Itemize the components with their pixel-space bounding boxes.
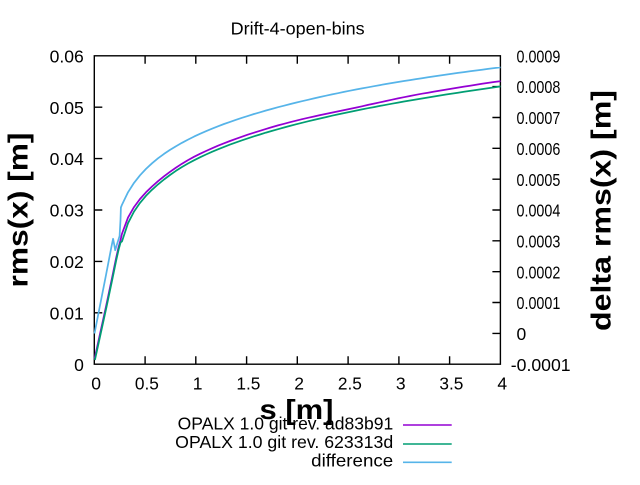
svg-text:3.5: 3.5 xyxy=(439,374,463,394)
svg-text:0.0001: 0.0001 xyxy=(517,293,561,313)
svg-text:-0.0001: -0.0001 xyxy=(511,355,571,375)
svg-text:OPALX 1.0 git rev. ad83b91: OPALX 1.0 git rev. ad83b91 xyxy=(178,414,394,434)
svg-text:0.0003: 0.0003 xyxy=(517,231,561,251)
svg-text:0.0005: 0.0005 xyxy=(517,170,561,190)
svg-text:0.5: 0.5 xyxy=(135,374,159,394)
svg-text:2: 2 xyxy=(294,374,304,394)
svg-text:1.5: 1.5 xyxy=(236,374,260,394)
svg-text:0: 0 xyxy=(517,324,527,344)
svg-text:0.0009: 0.0009 xyxy=(517,46,561,66)
svg-text:Drift-4-open-bins: Drift-4-open-bins xyxy=(231,19,365,39)
svg-text:difference: difference xyxy=(311,451,393,471)
svg-text:0.0008: 0.0008 xyxy=(517,77,561,97)
svg-text:0: 0 xyxy=(91,374,101,394)
svg-text:0.05: 0.05 xyxy=(50,98,84,118)
svg-text:1: 1 xyxy=(193,374,203,394)
svg-text:0.0004: 0.0004 xyxy=(517,201,561,221)
svg-text:0.03: 0.03 xyxy=(50,201,84,221)
svg-text:0.02: 0.02 xyxy=(50,252,84,272)
svg-text:0.04: 0.04 xyxy=(50,149,84,169)
svg-text:rms(x) [m]: rms(x) [m] xyxy=(2,133,33,288)
svg-text:0.01: 0.01 xyxy=(50,303,84,323)
svg-text:3: 3 xyxy=(396,374,406,394)
svg-text:4: 4 xyxy=(497,374,507,394)
svg-text:OPALX 1.0 git rev. 623313d: OPALX 1.0 git rev. 623313d xyxy=(175,432,393,452)
svg-text:delta rms(x) [m]: delta rms(x) [m] xyxy=(585,90,616,331)
svg-text:0.0007: 0.0007 xyxy=(517,108,561,128)
svg-text:0.06: 0.06 xyxy=(50,46,84,66)
svg-text:0.0006: 0.0006 xyxy=(517,139,561,159)
svg-text:2.5: 2.5 xyxy=(338,374,362,394)
svg-text:0: 0 xyxy=(74,355,84,375)
svg-text:s [m]: s [m] xyxy=(260,394,334,425)
svg-text:0.0002: 0.0002 xyxy=(517,262,561,282)
